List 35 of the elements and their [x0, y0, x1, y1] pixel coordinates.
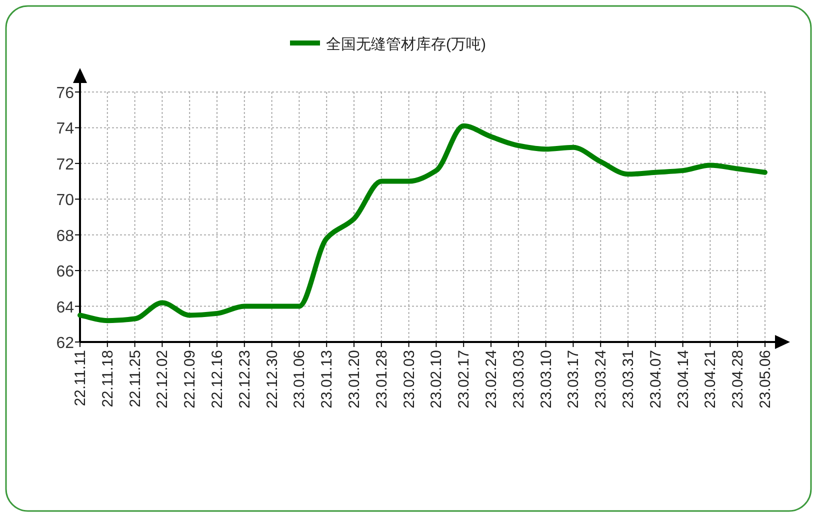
x-tick-label: 23.03.03	[510, 350, 528, 408]
x-tick-label: 22.11.11	[72, 350, 89, 406]
x-tick-label: 23.01.28	[373, 350, 390, 408]
x-tick-label: 23.02.10	[428, 350, 446, 408]
x-tick-label: 23.03.17	[565, 350, 582, 408]
x-tick-label: 23.01.20	[346, 350, 363, 408]
x-tick-label: 23.02.17	[456, 350, 473, 408]
legend-label: 全国无缝管材库存(万吨)	[326, 36, 486, 53]
x-tick-label: 23.01.06	[291, 350, 308, 408]
y-tick-label: 68	[56, 228, 74, 245]
y-tick-label: 72	[56, 156, 74, 174]
y-tick-label: 76	[56, 85, 74, 102]
y-tick-label: 66	[56, 264, 74, 281]
x-tick-label: 22.11.25	[126, 350, 144, 408]
y-tick-label: 64	[56, 299, 74, 316]
x-tick-label: 22.12.23	[236, 350, 254, 408]
x-tick-label: 23.02.03	[400, 350, 418, 408]
x-tick-label: 22.12.02	[154, 350, 172, 408]
x-tick-label: 23.04.14	[674, 350, 692, 408]
x-tick-label: 23.01.13	[318, 350, 336, 408]
x-tick-label: 23.03.31	[620, 350, 637, 408]
y-tick-label: 62	[56, 335, 74, 352]
x-tick-label: 23.03.10	[538, 350, 555, 408]
x-tick-label: 23.02.24	[483, 350, 500, 408]
x-tick-label: 22.12.16	[209, 350, 226, 408]
y-tick-label: 70	[56, 192, 74, 210]
y-tick-label: 74	[56, 120, 74, 138]
x-tick-label: 23.05.06	[757, 350, 774, 408]
x-tick-label: 23.04.21	[702, 350, 720, 408]
x-tick-label: 22.12.09	[182, 350, 199, 408]
x-tick-label: 23.04.28	[730, 350, 747, 408]
x-tick-label: 23.04.07	[647, 350, 664, 408]
x-tick-label: 22.12.30	[264, 350, 281, 408]
x-tick-label: 22.11.18	[99, 350, 116, 408]
x-tick-label: 23.03.24	[592, 350, 610, 408]
